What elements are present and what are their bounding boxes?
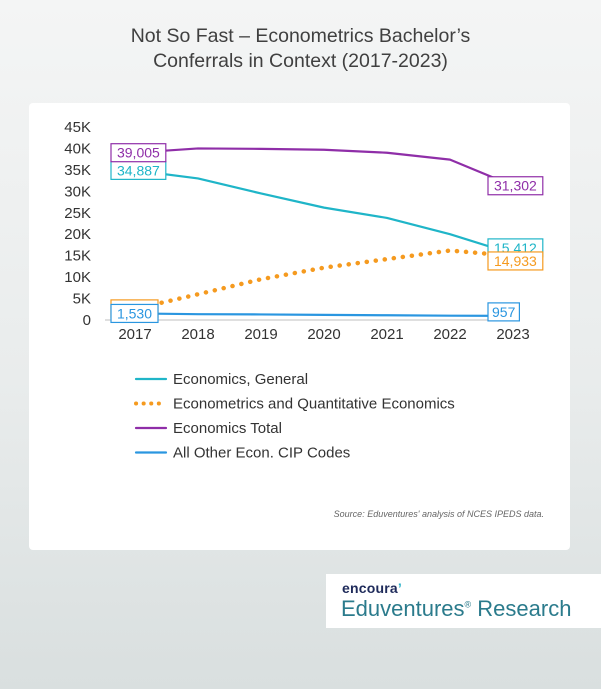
series-line <box>132 248 516 312</box>
chart-title-line-2: Conferrals in Context (2017-2023) <box>153 50 448 72</box>
logo-name: Eduventures <box>341 596 465 621</box>
data-label: 31,302 <box>494 178 537 194</box>
data-label-box <box>487 176 544 196</box>
legend-label: All Other Econ. CIP Codes <box>173 445 350 462</box>
data-label-box <box>110 303 159 324</box>
chart-card: 0 5K 10K 15K 20K 25K 30K 35K 40K 45K 2017 2018 2019 2… <box>29 103 570 550</box>
brand-logo: encoura’ Eduventures® Research <box>326 574 601 628</box>
y-tick-label: 5K <box>73 291 91 308</box>
series-line <box>133 312 515 317</box>
data-label-box <box>110 143 167 163</box>
series-line <box>133 169 515 255</box>
x-tick-label: 2022 <box>433 326 466 343</box>
logo-brand-text: encoura <box>342 580 398 596</box>
y-tick-label: 25K <box>64 205 91 222</box>
y-tick-label: 15K <box>64 248 91 265</box>
data-label-box <box>487 302 520 322</box>
chart-title-line-1: Not So Fast – Econometrics Bachelor’s <box>130 25 471 47</box>
y-tick-label: 35K <box>64 162 91 179</box>
y-tick-label: 0 <box>83 312 91 329</box>
logo-name-mark: ® <box>464 599 472 610</box>
y-tick-label: 20K <box>64 226 91 243</box>
y-tick-label: 40K <box>64 140 91 157</box>
data-label: 1,530 <box>117 305 152 321</box>
source-note: Source: Eduventures' analysis of NCES IP… <box>333 509 544 519</box>
x-tick-label: 2023 <box>496 326 529 343</box>
y-tick-label: 30K <box>64 183 91 200</box>
data-label-box <box>487 251 544 271</box>
x-tick-label: 2019 <box>244 326 277 343</box>
line-chart: 0 5K 10K 15K 20K 25K 30K 35K 40K 45K 2017 2018 2019 2… <box>64 119 544 462</box>
data-label: 39,005 <box>117 145 160 161</box>
legend-label: Econometrics and Quantitative Economics <box>173 396 455 413</box>
x-tick-label: 2017 <box>118 326 151 343</box>
x-tick-label: 2021 <box>370 326 403 343</box>
series-line <box>133 147 515 187</box>
data-label: 34,887 <box>117 162 160 178</box>
logo-division: Eduventures® Research <box>341 596 571 622</box>
legend-label: Economics Total <box>173 420 282 437</box>
logo-division-text: Research <box>477 596 572 621</box>
x-tick-label: 2018 <box>181 326 214 343</box>
logo-brand: encoura’ <box>342 580 402 596</box>
x-tick-label: 2020 <box>307 326 340 343</box>
y-tick-label: 10K <box>64 269 91 286</box>
y-tick-label: 45K <box>64 119 91 136</box>
chart-title: Not So Fast – Econometrics Bachelor’s Co… <box>0 24 601 74</box>
logo-brand-mark: ’ <box>397 580 402 596</box>
legend-label: Economics, General <box>173 371 308 388</box>
data-label: 957 <box>492 304 516 320</box>
data-label: 14,933 <box>494 253 537 269</box>
